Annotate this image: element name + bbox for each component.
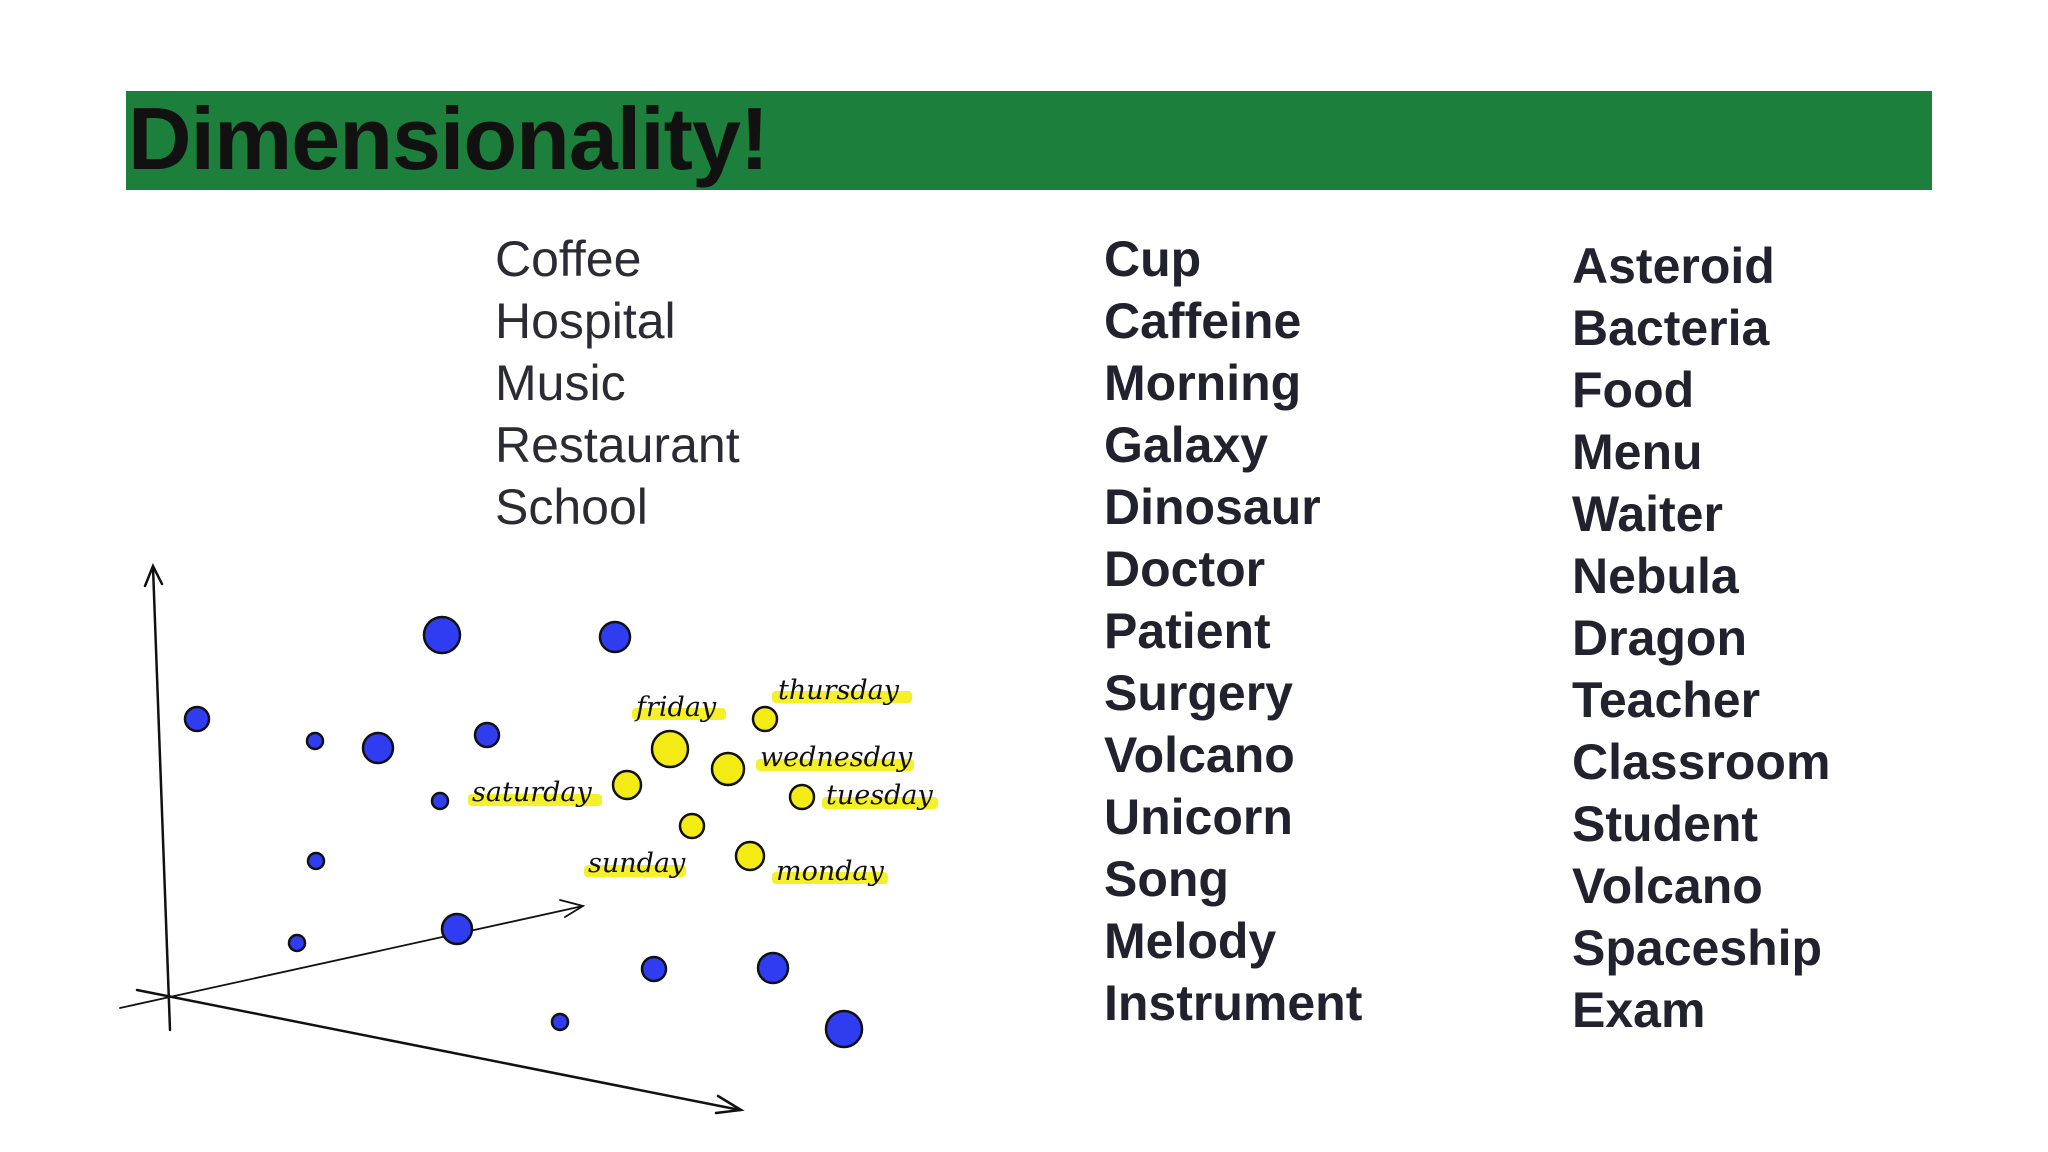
- word-item: Dinosaur: [1104, 479, 1321, 535]
- word-item: Restaurant: [495, 417, 740, 473]
- yellow-point: [788, 783, 816, 811]
- blue-point: [422, 615, 462, 655]
- word-item: Nebula: [1572, 548, 1739, 604]
- sunday-highlight: [584, 865, 686, 877]
- label-saturday: saturday: [472, 777, 592, 808]
- yellow-point: [611, 769, 643, 801]
- blue-point: [305, 731, 325, 751]
- word-item: Volcano: [1572, 858, 1763, 914]
- word-item: Waiter: [1572, 486, 1723, 542]
- slide-title: Dimensionality!: [128, 89, 769, 188]
- word-item: Student: [1572, 796, 1759, 852]
- y-axis-arrowhead: [143, 562, 164, 588]
- blue-point: [756, 951, 790, 985]
- thursday-highlight: [772, 691, 912, 703]
- word-item: Morning: [1104, 355, 1302, 411]
- yellow-point: [751, 705, 779, 733]
- blue-point: [440, 912, 474, 946]
- word-item: Bacteria: [1572, 300, 1770, 356]
- tuesday-highlight: [822, 797, 938, 809]
- z-axis-arrowhead: [559, 899, 586, 918]
- z-axis-line: [119, 905, 584, 1009]
- blue-point: [598, 620, 632, 654]
- yellow-point: [710, 751, 746, 787]
- word-item: Teacher: [1572, 672, 1761, 728]
- word-item: Galaxy: [1104, 417, 1269, 473]
- word-item: Song: [1104, 851, 1229, 907]
- blue-points: [183, 615, 864, 1049]
- word-item: Food: [1572, 362, 1695, 418]
- word-item: Spaceship: [1572, 920, 1823, 976]
- word-item: Instrument: [1104, 975, 1363, 1031]
- label-friday: friday: [634, 692, 717, 723]
- word-item: Surgery: [1104, 665, 1293, 721]
- label-tuesday: tuesday: [826, 780, 933, 811]
- blue-point: [824, 1009, 864, 1049]
- word-item: Patient: [1104, 603, 1271, 659]
- word-item: Volcano: [1104, 727, 1295, 783]
- blue-point: [550, 1012, 570, 1032]
- word-item: Caffeine: [1104, 293, 1302, 349]
- yellow-point: [650, 729, 690, 769]
- label-thursday: thursday: [778, 675, 900, 706]
- word-item: Music: [495, 355, 626, 411]
- title-bar: Dimensionality!: [126, 89, 1932, 190]
- word-item: Unicorn: [1104, 789, 1293, 845]
- x-axis-arrowhead: [714, 1094, 745, 1115]
- word-item: Melody: [1104, 913, 1277, 969]
- word-item: Asteroid: [1572, 238, 1775, 294]
- blue-point: [306, 851, 326, 871]
- word-item: Exam: [1572, 982, 1706, 1038]
- blue-point: [640, 955, 668, 983]
- word-item: Coffee: [495, 231, 642, 287]
- word-item: Cup: [1104, 231, 1202, 287]
- label-monday: monday: [776, 856, 885, 887]
- x-axis-line: [135, 988, 742, 1112]
- word-item: School: [495, 479, 648, 535]
- word-item: Classroom: [1572, 734, 1831, 790]
- word-item: Dragon: [1572, 610, 1747, 666]
- saturday-highlight: [468, 794, 602, 806]
- axes: [119, 562, 745, 1115]
- label-wednesday: wednesday: [760, 742, 913, 773]
- friday-highlight: [632, 708, 726, 720]
- monday-highlight: [772, 872, 888, 884]
- y-axis-line: [151, 565, 172, 1032]
- word-item: Menu: [1572, 424, 1703, 480]
- yellow-point: [734, 840, 766, 872]
- word-item: Doctor: [1104, 541, 1266, 597]
- yellow-points: [611, 705, 816, 872]
- blue-point: [430, 791, 450, 811]
- yellow-point: [678, 812, 706, 840]
- word-column-1: Coffee Hospital Music Restaurant School: [495, 228, 740, 538]
- day-labels: friday thursday wednesday saturday tuesd…: [472, 675, 933, 887]
- blue-point: [473, 721, 501, 749]
- label-sunday: sunday: [588, 848, 686, 879]
- label-highlights: [468, 691, 938, 884]
- word-column-2: Cup Caffeine Morning Galaxy Dinosaur Doc…: [1104, 228, 1362, 1034]
- word-column-3: Asteroid Bacteria Food Menu Waiter Nebul…: [1572, 235, 1830, 1041]
- wednesday-highlight: [756, 759, 914, 771]
- blue-point: [361, 731, 395, 765]
- blue-point: [183, 705, 211, 733]
- blue-point: [287, 933, 307, 953]
- embedding-scatter-diagram: friday thursday wednesday saturday tuesd…: [119, 562, 938, 1115]
- word-item: Hospital: [495, 293, 676, 349]
